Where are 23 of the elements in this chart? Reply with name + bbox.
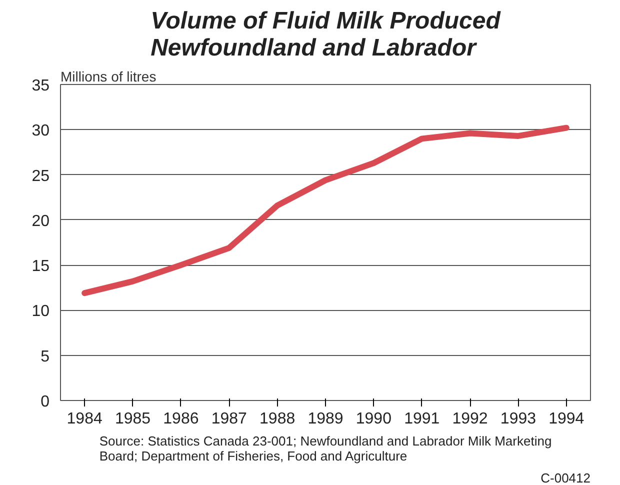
text: C-00412: [540, 470, 591, 485]
source-note: Source: Statistics Canada 23-001; Newfoundland and Labrador Milk Marketing Board; Department of Fisheries, Food and Agriculture: [99, 434, 552, 464]
x-tick-label: 1984: [66, 410, 102, 428]
y-tick-label: 25: [32, 168, 50, 185]
y-tick-label: 5: [40, 348, 50, 366]
x-tick-label: 1992: [452, 410, 488, 428]
chart-title: Volume of Fluid Milk Produced Newfoundland and Labrador: [150, 8, 502, 62]
y-tick-label: 10: [32, 303, 50, 320]
y-tick-label: 20: [32, 212, 50, 230]
x-tick-label: 1990: [356, 410, 392, 428]
x-tick-label: 1994: [548, 410, 584, 428]
y-axis-title: Millions of litres: [60, 68, 156, 84]
x-tick-label: 1991: [404, 410, 440, 428]
x-tick-label: 1987: [211, 410, 248, 428]
x-tick-label: 1993: [500, 410, 536, 428]
x-tick-label: 1985: [114, 410, 151, 428]
y-tick-label: 35: [32, 78, 50, 94]
y-tick-label: 0: [40, 394, 50, 410]
x-tick-label: 1986: [163, 410, 199, 428]
y-tick-label: 15: [32, 258, 50, 276]
x-tick-label: 1988: [260, 410, 296, 428]
x-tick-label: 1989: [308, 410, 344, 428]
y-tick-label: 30: [32, 122, 50, 140]
